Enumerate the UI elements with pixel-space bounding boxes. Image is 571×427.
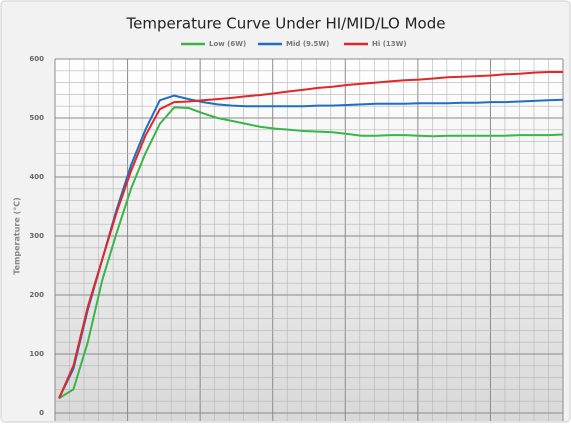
y-tick-label: 100 (29, 350, 44, 358)
y-tick-label: 0 (39, 409, 44, 417)
y-tick-label: 200 (29, 291, 44, 299)
series-line (58, 71, 563, 399)
legend-label: Hi (13W) (372, 40, 407, 48)
y-tick-label: 300 (29, 232, 44, 240)
legend-label: Mid (9.5W) (286, 40, 329, 48)
plot-area (55, 59, 563, 421)
legend-label: Low (6W) (209, 40, 246, 48)
y-tick-label: 600 (29, 55, 44, 63)
chart-title: Temperature Curve Under HI/MID/LO Mode (126, 15, 446, 33)
legend: Low (6W) Mid (9.5W) Hi (13W) (181, 40, 407, 48)
y-tick-label: 400 (29, 173, 44, 181)
series-line (58, 94, 563, 399)
y-axis-label: Temperature (°C) (13, 197, 22, 275)
series-line (58, 106, 563, 400)
y-tick-label: 500 (29, 114, 44, 122)
lines (58, 71, 563, 400)
